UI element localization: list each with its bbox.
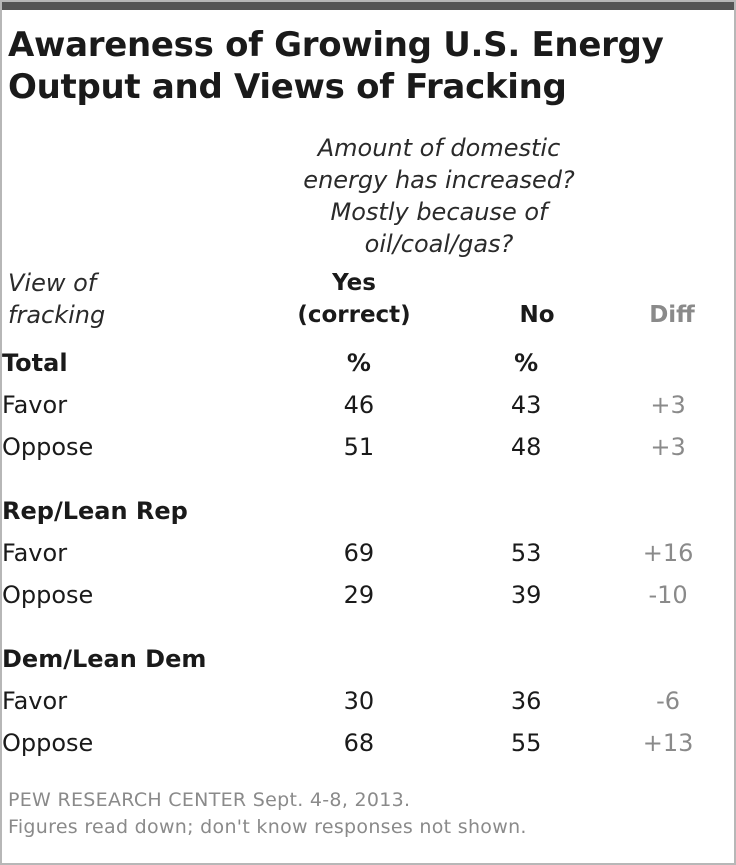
table-row: Favor 46 43 +3 [2, 384, 734, 426]
column-header-yes-line-1: Yes [332, 270, 376, 296]
row-header-line-2: fracking [8, 301, 106, 329]
group-spacer [2, 468, 734, 490]
chart-title: Awareness of Growing U.S. Energy Output … [8, 24, 728, 108]
yes-value: 46 [343, 391, 375, 419]
group-unit-no: % [514, 349, 539, 377]
table-row: Oppose 29 39 -10 [2, 574, 734, 616]
group-unit-yes [268, 490, 450, 532]
column-header-no: No [519, 302, 555, 328]
group-unit-yes: % [346, 349, 371, 377]
table-row: Oppose 51 48 +3 [2, 426, 734, 468]
row-label: Oppose [2, 433, 94, 461]
spacer-cell [2, 616, 734, 638]
row-label: Favor [2, 539, 68, 567]
no-value: 55 [510, 729, 542, 757]
group-spacer [2, 616, 734, 638]
column-header-diff: Diff [649, 302, 695, 328]
group-unit-diff [602, 638, 734, 680]
group-row: Total%% [2, 342, 734, 384]
no-value: 39 [510, 581, 542, 609]
group-label: Rep/Lean Rep [2, 497, 188, 525]
table-row: Favor 69 53 +16 [2, 532, 734, 574]
diff-value: +3 [650, 391, 686, 419]
diff-value: -10 [648, 581, 688, 609]
top-rule [2, 2, 734, 10]
column-header-yes-line-2: (correct) [297, 302, 411, 328]
row-label: Favor [2, 391, 68, 419]
table-row: Favor 30 36 -6 [2, 680, 734, 722]
group-unit-diff [602, 490, 734, 532]
question-line-3: Mostly because of [330, 198, 548, 226]
no-value: 48 [510, 433, 542, 461]
row-label: Oppose [2, 729, 94, 757]
group-unit-no [450, 490, 602, 532]
group-unit-diff [602, 342, 734, 384]
no-value: 36 [510, 687, 542, 715]
question-line-2: energy has increased? [303, 166, 575, 194]
row-header-label: View of fracking [8, 267, 105, 331]
table-body: Total%% Favor 46 43 +3 Oppose 51 48 +3 Rep/Lean R… [2, 342, 734, 764]
title-line-1: Awareness of Growing U.S. Energy [8, 25, 664, 65]
yes-value: 69 [343, 539, 375, 567]
group-label: Dem/Lean Dem [2, 645, 207, 673]
title-line-2: Output and Views of Fracking [8, 67, 567, 107]
diff-value: +3 [650, 433, 686, 461]
question-line-1: Amount of domestic [317, 134, 561, 162]
diff-value: +16 [642, 539, 694, 567]
group-unit-yes [268, 638, 450, 680]
footer-source: PEW RESEARCH CENTER Sept. 4-8, 2013. [8, 789, 411, 811]
row-label: Oppose [2, 581, 94, 609]
group-label: Total [2, 349, 68, 377]
diff-value: -6 [656, 687, 681, 715]
yes-value: 51 [343, 433, 375, 461]
column-header-yes: Yes (correct) [264, 267, 444, 331]
footer-note: Figures read down; don't know responses … [8, 816, 527, 838]
yes-value: 29 [343, 581, 375, 609]
footer: PEW RESEARCH CENTER Sept. 4-8, 2013. Fig… [8, 787, 728, 841]
no-value: 43 [510, 391, 542, 419]
row-header-line-1: View of [8, 269, 97, 297]
group-row: Dem/Lean Dem [2, 638, 734, 680]
no-value: 53 [510, 539, 542, 567]
yes-value: 68 [343, 729, 375, 757]
spacer-cell [2, 468, 734, 490]
table-row: Oppose 68 55 +13 [2, 722, 734, 764]
question-text: Amount of domestic energy has increased?… [254, 132, 624, 260]
yes-value: 30 [343, 687, 375, 715]
diff-value: +13 [642, 729, 694, 757]
question-line-4: oil/coal/gas? [364, 230, 514, 258]
group-unit-no [450, 638, 602, 680]
data-table: Total%% Favor 46 43 +3 Oppose 51 48 +3 Rep/Lean R… [2, 342, 734, 764]
row-label: Favor [2, 687, 68, 715]
group-row: Rep/Lean Rep [2, 490, 734, 532]
